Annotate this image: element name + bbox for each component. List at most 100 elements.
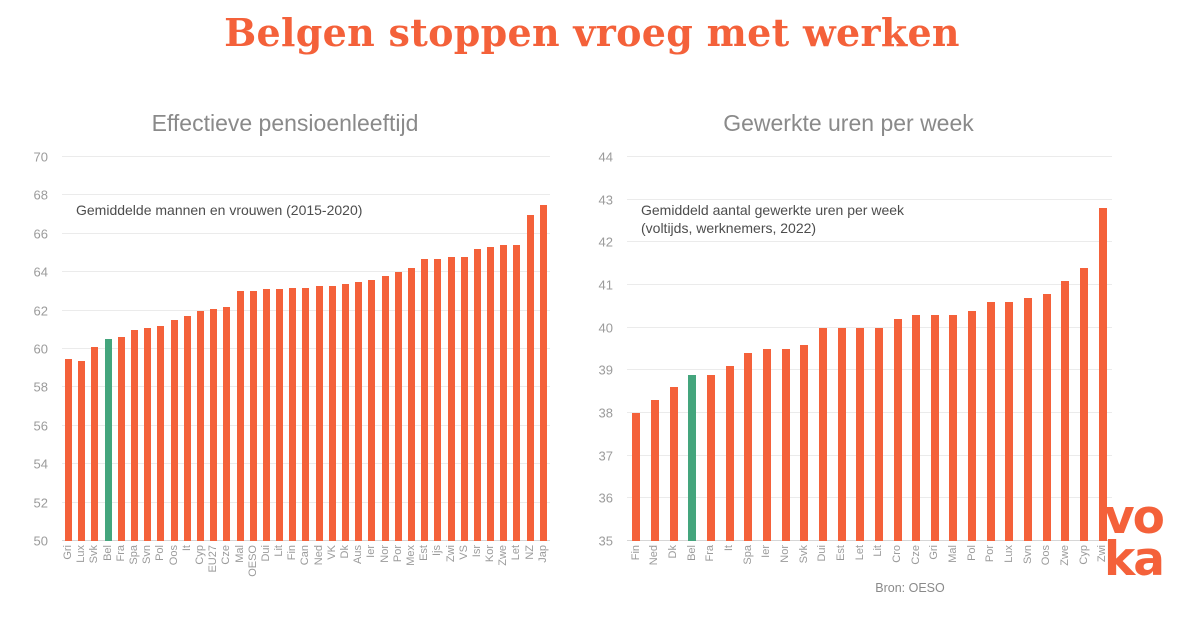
x-tick-label: Mex bbox=[404, 545, 417, 566]
x-axis-labels-pension: Gri Lux Svk Bel Fra Spa Svn Pol Oos It Cyp EU27 Cze M… bbox=[62, 541, 550, 593]
x-slot: Lit bbox=[273, 545, 286, 593]
y-tick-label: 58 bbox=[33, 379, 48, 395]
bar-slot bbox=[286, 157, 299, 541]
chart-hours-worked: Gewerkte uren per week 35 36 37 38 39 40 41 42 4… bbox=[585, 108, 1112, 593]
x-slot: Cyp bbox=[194, 545, 207, 593]
bar-can bbox=[302, 287, 310, 541]
bar-slot bbox=[851, 157, 870, 541]
x-tick-label: Pol bbox=[965, 545, 978, 561]
bar-let bbox=[513, 245, 521, 541]
x-tick-label: Gri bbox=[62, 545, 75, 560]
bar-zwe bbox=[1061, 280, 1070, 541]
plot-area-hours: 35 36 37 38 39 40 41 42 43 44 Gemiddeld aantal ge… bbox=[599, 150, 1112, 549]
bar-slot bbox=[758, 157, 777, 541]
bar-spa bbox=[744, 353, 753, 541]
bar-dk bbox=[669, 387, 678, 541]
x-slot: Spa bbox=[739, 545, 758, 593]
x-slot: Svk bbox=[88, 545, 101, 593]
bar-slot bbox=[405, 157, 418, 541]
annotation-line: Gemiddeld aantal gewerkte uren per week bbox=[641, 202, 905, 218]
annotation-line: Gemiddelde mannen en vrouwen (2015-2020) bbox=[76, 202, 363, 218]
gridline bbox=[62, 271, 550, 273]
bar-cyp bbox=[1080, 267, 1089, 541]
bar-pol bbox=[968, 310, 977, 541]
y-axis-pension: 50 52 54 56 58 60 62 64 66 68 70 bbox=[20, 150, 56, 549]
bar-slot bbox=[365, 157, 378, 541]
bar-cyp bbox=[196, 310, 204, 541]
bar-slot bbox=[75, 157, 88, 541]
bar-bel bbox=[104, 339, 112, 541]
x-tick-label: Svn bbox=[141, 545, 154, 564]
bar-ier bbox=[762, 349, 771, 541]
bar-eu27 bbox=[210, 308, 218, 541]
bar-slot bbox=[683, 157, 702, 541]
x-tick-label: Oos bbox=[167, 545, 180, 566]
bar-slot bbox=[273, 157, 286, 541]
x-tick-label: EU27 bbox=[207, 545, 220, 573]
y-tick-label: 37 bbox=[598, 448, 613, 464]
gridline bbox=[62, 194, 550, 196]
bar-ned bbox=[315, 285, 323, 541]
bar-svk bbox=[800, 344, 809, 541]
bar-it bbox=[183, 316, 191, 541]
y-tick-label: 64 bbox=[33, 264, 48, 280]
bar-it bbox=[725, 366, 734, 541]
voka-logo-line1: vo bbox=[1104, 490, 1165, 545]
gridline bbox=[62, 232, 550, 234]
x-tick-label: Zwi bbox=[444, 545, 457, 563]
y-tick-label: 62 bbox=[33, 303, 48, 319]
bar-mal bbox=[236, 291, 244, 541]
chart-pension-age: Effectieve pensioenleeftijd 50 52 54 56 58 60… bbox=[20, 108, 550, 593]
y-axis-hours: 35 36 37 38 39 40 41 42 43 44 bbox=[585, 150, 621, 549]
x-tick-label: Jap bbox=[536, 545, 549, 563]
x-tick-label: Cyp bbox=[193, 545, 206, 565]
bar-ijs bbox=[434, 258, 442, 541]
bar-slot bbox=[418, 157, 431, 541]
x-tick-label: VK bbox=[325, 545, 338, 560]
gridline bbox=[627, 540, 1112, 541]
x-tick-label: Isr bbox=[470, 545, 483, 558]
bar-slot bbox=[154, 157, 167, 541]
x-slot: Ned bbox=[646, 545, 665, 593]
bar-slot bbox=[888, 157, 907, 541]
x-tick-label: It bbox=[723, 545, 736, 552]
bar-slot bbox=[379, 157, 392, 541]
x-tick-label: Bel bbox=[101, 545, 114, 561]
x-tick-label: Fin bbox=[286, 545, 299, 561]
bar-slot bbox=[510, 157, 523, 541]
bar-lit bbox=[874, 327, 883, 541]
x-slot: Zwi bbox=[444, 545, 457, 593]
x-slot: It bbox=[181, 545, 194, 593]
bar-slot bbox=[832, 157, 851, 541]
bar-pol bbox=[157, 325, 165, 541]
bar-kor bbox=[487, 247, 495, 541]
gridline bbox=[627, 369, 1112, 371]
x-slot: Bel bbox=[102, 545, 115, 593]
bar-dui bbox=[818, 327, 827, 541]
bar-slot bbox=[313, 157, 326, 541]
gridline bbox=[627, 156, 1112, 157]
bar-aus bbox=[355, 281, 363, 541]
x-slot: Mex bbox=[405, 545, 418, 593]
bar-slot bbox=[352, 157, 365, 541]
y-tick-label: 43 bbox=[598, 192, 613, 208]
x-tick-label: Dk bbox=[339, 545, 352, 559]
page-title: Belgen stoppen vroeg met werken bbox=[224, 10, 960, 55]
x-slot: Dk bbox=[664, 545, 683, 593]
bar-gri bbox=[65, 358, 73, 541]
bar-slot bbox=[776, 157, 795, 541]
plot-area-pension: 50 52 54 56 58 60 62 64 66 68 70 Gemiddelde mannen… bbox=[34, 150, 550, 549]
bar-vs bbox=[460, 256, 468, 541]
y-tick-label: 39 bbox=[598, 362, 613, 378]
x-slot: Fra bbox=[115, 545, 128, 593]
x-tick-label: Ijs bbox=[431, 545, 444, 556]
bar-slot bbox=[62, 157, 75, 541]
x-tick-label: Spa bbox=[741, 545, 754, 565]
bar-slot bbox=[981, 157, 1000, 541]
x-tick-label: Lit bbox=[872, 545, 885, 557]
x-tick-label: Ier bbox=[760, 545, 773, 558]
x-tick-label: Lux bbox=[1002, 545, 1015, 563]
x-slot: Ijs bbox=[431, 545, 444, 593]
x-tick-label: Svk bbox=[88, 545, 101, 564]
bar-slot bbox=[926, 157, 945, 541]
